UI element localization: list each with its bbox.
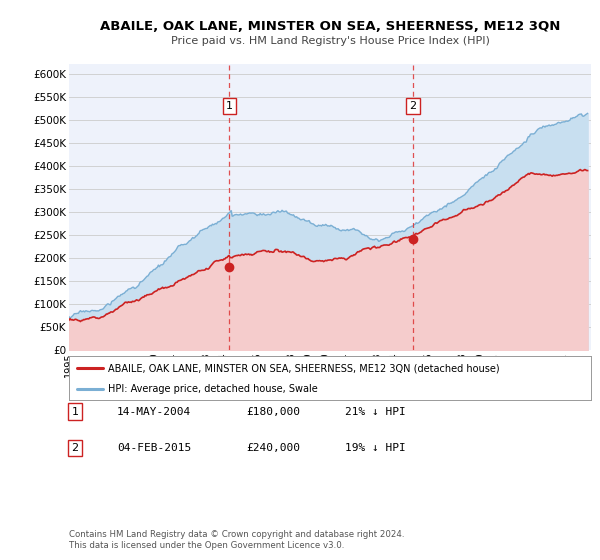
Text: Contains HM Land Registry data © Crown copyright and database right 2024.: Contains HM Land Registry data © Crown c… bbox=[69, 530, 404, 539]
Text: £240,000: £240,000 bbox=[246, 443, 300, 453]
Text: 2: 2 bbox=[71, 443, 79, 453]
Text: ABAILE, OAK LANE, MINSTER ON SEA, SHEERNESS, ME12 3QN: ABAILE, OAK LANE, MINSTER ON SEA, SHEERN… bbox=[100, 20, 560, 32]
Text: HPI: Average price, detached house, Swale: HPI: Average price, detached house, Swal… bbox=[108, 384, 318, 394]
Text: 04-FEB-2015: 04-FEB-2015 bbox=[117, 443, 191, 453]
Text: This data is licensed under the Open Government Licence v3.0.: This data is licensed under the Open Gov… bbox=[69, 541, 344, 550]
Text: 1: 1 bbox=[71, 407, 79, 417]
Text: 1: 1 bbox=[226, 101, 233, 111]
Text: 19% ↓ HPI: 19% ↓ HPI bbox=[345, 443, 406, 453]
Text: Price paid vs. HM Land Registry's House Price Index (HPI): Price paid vs. HM Land Registry's House … bbox=[170, 36, 490, 46]
Text: 21% ↓ HPI: 21% ↓ HPI bbox=[345, 407, 406, 417]
Text: ABAILE, OAK LANE, MINSTER ON SEA, SHEERNESS, ME12 3QN (detached house): ABAILE, OAK LANE, MINSTER ON SEA, SHEERN… bbox=[108, 363, 500, 373]
Text: 2: 2 bbox=[409, 101, 416, 111]
Text: £180,000: £180,000 bbox=[246, 407, 300, 417]
Text: 14-MAY-2004: 14-MAY-2004 bbox=[117, 407, 191, 417]
